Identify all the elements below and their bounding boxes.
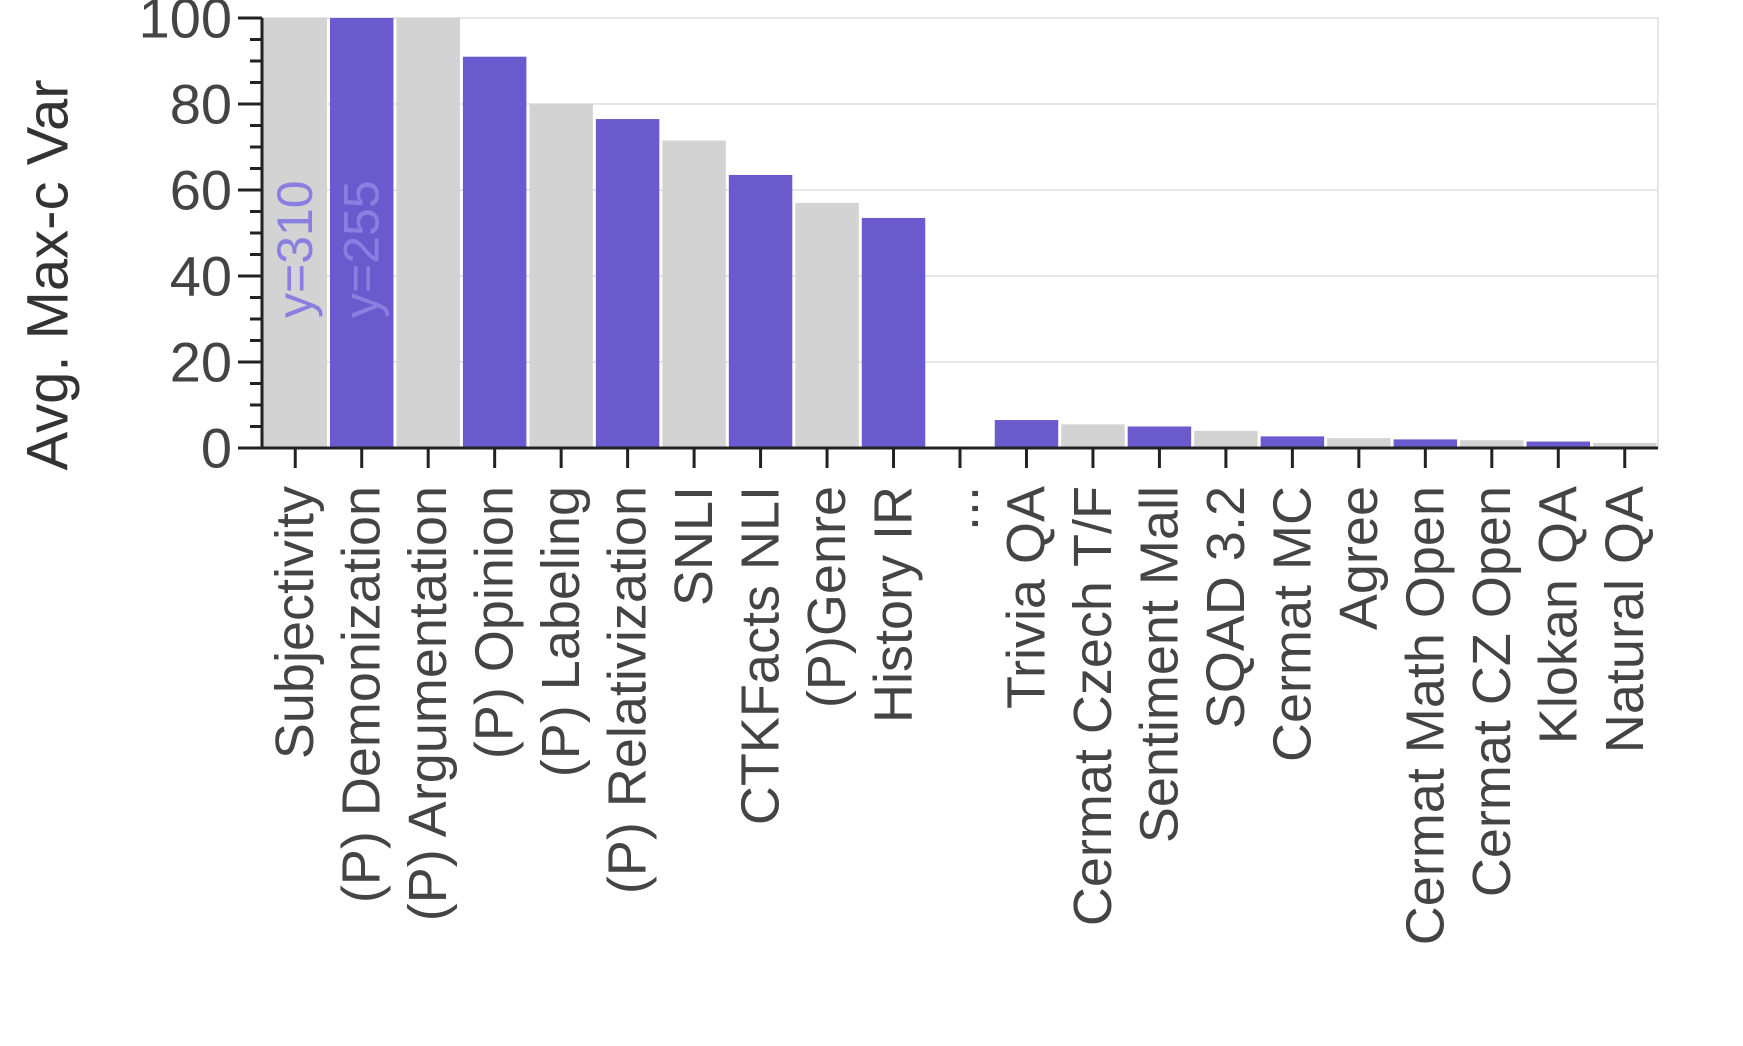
x-tick-label: (P) Argumentation [398,486,458,921]
bar [462,56,527,448]
bar [861,217,926,448]
x-tick-label: Subjectivity [265,486,325,759]
bar [329,18,394,448]
bar-annotation: y=310 [267,180,323,318]
y-axis-title: Avg. Max-c Var [16,79,81,470]
x-tick-label: Cermat CZ Open [1462,486,1522,897]
x-tick-label: Cermat Math Open [1395,486,1455,945]
bar [396,18,460,448]
y-tick-label: 0 [201,417,232,480]
x-tick-label: (P) Relativization [598,486,658,894]
x-tick-label: History IR [864,486,924,723]
x-tick-label: (P)Genre [797,486,857,708]
bar [662,140,726,449]
bar [795,202,859,448]
bar [728,174,793,448]
bar [529,104,593,448]
y-tick-label: 80 [170,73,232,136]
x-tick-label: ... [930,486,990,531]
x-tick-label: (P) Opinion [465,486,525,759]
x-tick-label: (P) Labeling [531,486,591,777]
bar [595,119,660,449]
bar [1526,441,1591,448]
bar [1393,439,1458,448]
bar [263,18,327,448]
bar [994,420,1059,448]
bars [263,18,1657,449]
y-tick-label: 40 [170,245,232,308]
x-tick-label: Klokan QA [1528,486,1588,744]
x-tick-label: SQAD 3.2 [1196,486,1256,729]
x-tick-label: SNLI [664,486,724,606]
axes [238,16,1658,468]
tick-labels: y=310 y=255 0 20 40 60 80 100 Subjectivity (P) De… [139,0,1655,945]
x-tick-label: Sentiment Mall [1129,486,1189,843]
y-tick-label: 100 [139,0,232,50]
bar-annotation: y=255 [334,180,390,318]
bar [1593,442,1657,448]
x-tick-label: CTKFacts NLI [731,486,791,825]
x-tick-label: (P) Demonization [332,486,392,903]
x-tick-label: Cermat MC [1262,486,1322,762]
x-tick-label: Natural QA [1595,486,1655,753]
bar [1460,440,1524,448]
x-tick-label: Cermat Czech T/F [1063,486,1123,926]
bar [1194,430,1258,448]
bar [1127,426,1192,448]
x-tick-label: Agree [1329,486,1389,630]
bar [1260,436,1325,448]
bar [1061,424,1125,448]
x-tick-label: Trivia QA [996,486,1056,709]
bar [1327,438,1391,448]
y-tick-label: 20 [170,331,232,394]
y-tick-label: 60 [170,159,232,222]
